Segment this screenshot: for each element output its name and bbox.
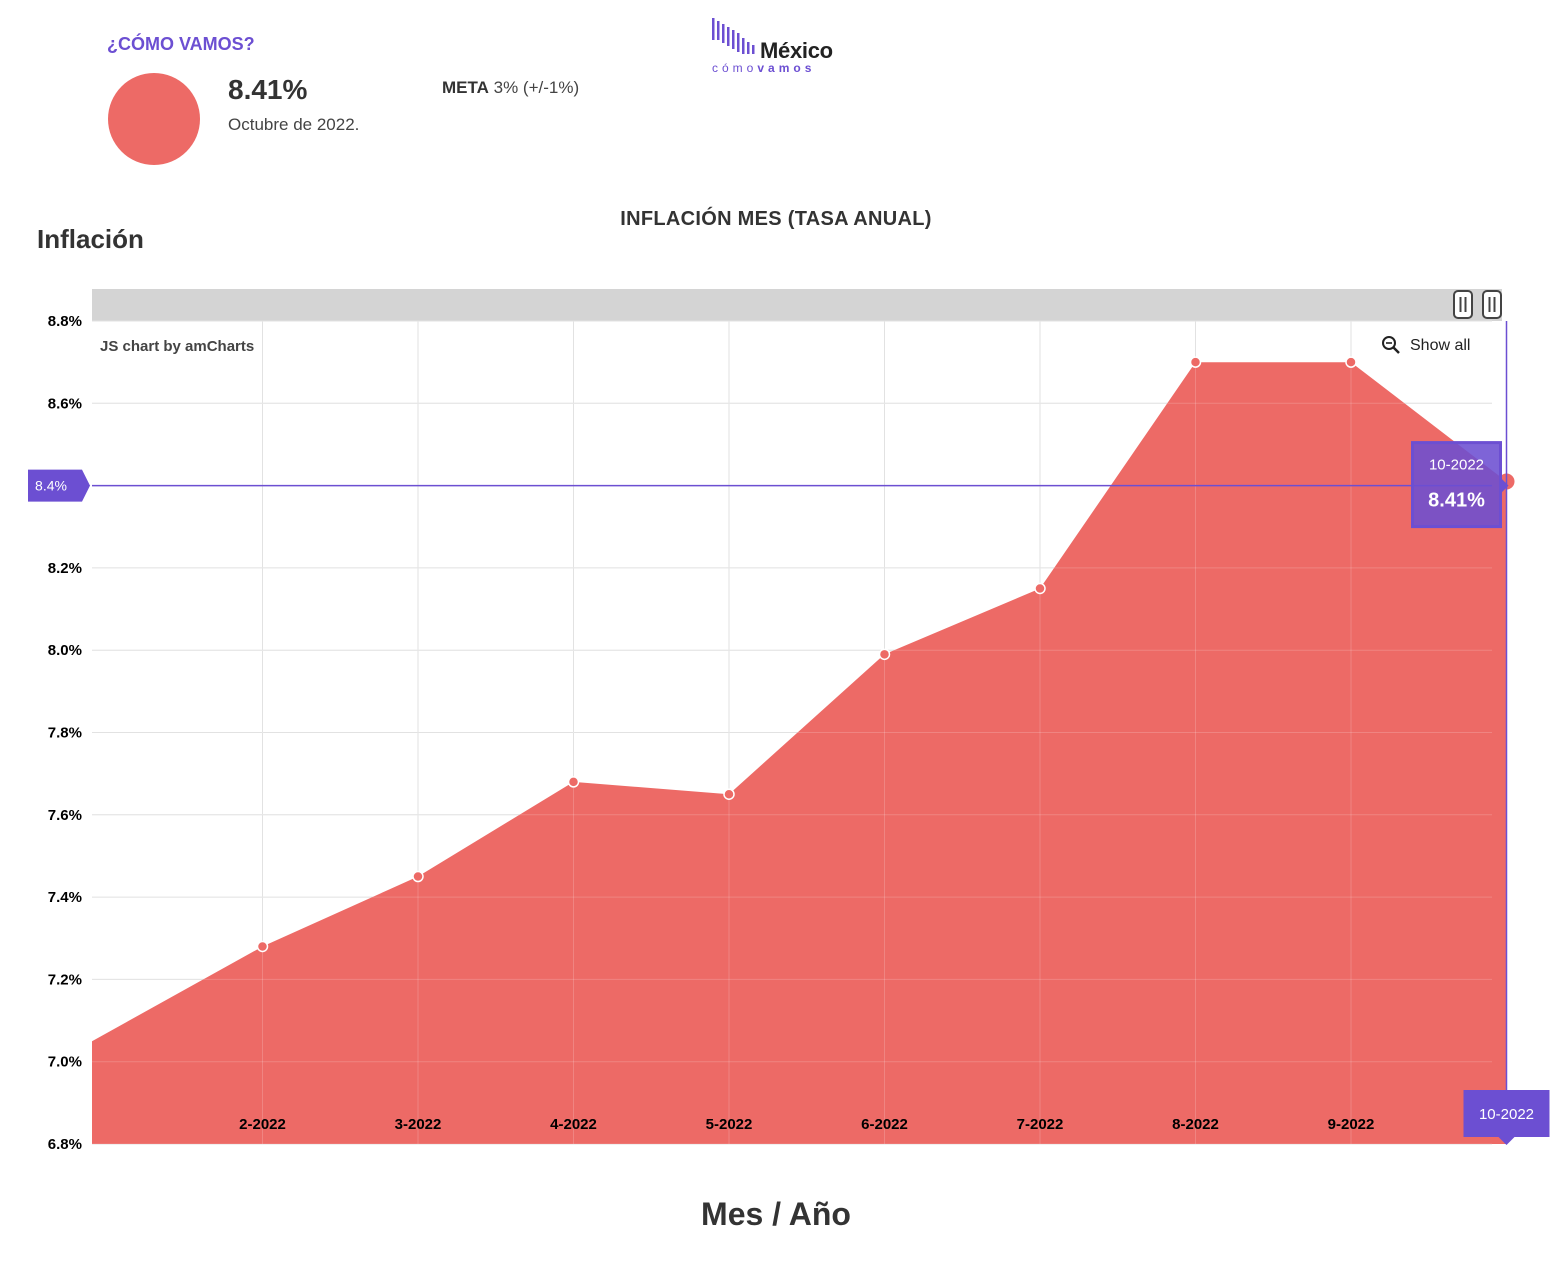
tooltip-value: 8.41% — [1428, 490, 1485, 512]
current-value: 8.41% — [228, 74, 308, 105]
chart-credit[interactable]: JS chart by amCharts — [100, 338, 254, 355]
series-area — [92, 362, 1507, 1144]
cursor-y-label: 8.4% — [35, 478, 67, 494]
data-point[interactable] — [723, 788, 735, 800]
y-tick-label: 8.6% — [48, 395, 82, 412]
x-tick-label: 9-2022 — [1328, 1116, 1375, 1133]
header: ¿CÓMO VAMOS? 8.41% Octubre de 2022. META… — [0, 0, 1552, 200]
x-tick-label: 2-2022 — [239, 1116, 286, 1133]
chart-cursor: 8.4% 10-2022 10-2022 8.41% — [28, 321, 1550, 1145]
x-tick-label: 6-2022 — [861, 1116, 908, 1133]
y-tick-label: 8.8% — [48, 313, 82, 330]
chart-title: INFLACIÓN MES (TASA ANUAL) — [620, 208, 932, 230]
meta-label: META — [442, 78, 489, 97]
logo-bars-icon — [712, 18, 755, 54]
area-layer — [92, 320, 1515, 1145]
x-axis: 2-2022 3-2022 4-2022 5-2022 6-2022 7-2022 8-20… — [239, 1116, 1374, 1133]
x-tick-label: 4-2022 — [550, 1116, 597, 1133]
y-tick-label: 7.4% — [48, 889, 82, 906]
data-point[interactable] — [878, 648, 891, 661]
cursor-x-badge — [1463, 1090, 1550, 1145]
y-tick-label: 7.0% — [48, 1054, 82, 1071]
x-axis-title: Mes / Año — [701, 1196, 851, 1232]
y-axis-title: Inflación — [37, 224, 144, 254]
current-date: Octubre de 2022. — [228, 115, 360, 134]
x-tick-label: 5-2022 — [706, 1116, 753, 1133]
tooltip-pointer — [1500, 477, 1509, 494]
scrollbar-grip-right-icon[interactable] — [1482, 290, 1502, 319]
data-point[interactable] — [1345, 356, 1357, 368]
data-point[interactable] — [567, 776, 580, 788]
data-point[interactable] — [256, 940, 269, 953]
y-tick-label: 7.2% — [48, 971, 82, 988]
logo-sub-light: cómo — [712, 61, 758, 75]
x-tick-label: 8-2022 — [1172, 1116, 1219, 1133]
x-tick-label: 3-2022 — [395, 1116, 442, 1133]
tooltip-date: 10-2022 — [1429, 457, 1484, 474]
data-point[interactable] — [412, 870, 424, 883]
cursor-y-badge — [28, 469, 90, 502]
tooltip-box — [1411, 441, 1502, 529]
x-tick-label: 7-2022 — [1017, 1116, 1064, 1133]
data-point[interactable] — [1034, 582, 1046, 595]
y-tick-label: 8.0% — [48, 642, 82, 659]
meta-value: 3% (+/-1%) — [493, 78, 580, 97]
y-tick-label: 8.2% — [48, 560, 82, 577]
meta-target: META 3% (+/-1%) — [442, 78, 579, 98]
section-label: ¿CÓMO VAMOS? — [107, 34, 255, 54]
show-all-label: Show all — [1410, 337, 1470, 354]
y-tick-label: 6.8% — [48, 1136, 82, 1153]
zoom-out-icon — [1382, 336, 1400, 354]
scrollbar-grip-left-icon[interactable] — [1453, 290, 1473, 319]
y-axis: 8.8%8.6%8.4%8.2%8.0%7.8%7.6%7.4%7.2%7.0%… — [48, 313, 82, 1153]
logo-title: México — [760, 38, 833, 63]
cursor-x-label: 10-2022 — [1479, 1106, 1534, 1123]
logo-sub-bold: vamos — [757, 61, 816, 75]
show-all-button[interactable]: Show all — [1382, 336, 1470, 354]
y-tick-label: 7.6% — [48, 807, 82, 824]
zoom-scrollbar[interactable] — [92, 289, 1502, 321]
logo-subtitle: cómovamos — [712, 61, 815, 75]
data-point[interactable] — [1189, 356, 1202, 368]
y-tick-label: 7.8% — [48, 725, 82, 742]
status-indicator — [108, 73, 200, 165]
logo: México cómovamos — [708, 14, 848, 76]
